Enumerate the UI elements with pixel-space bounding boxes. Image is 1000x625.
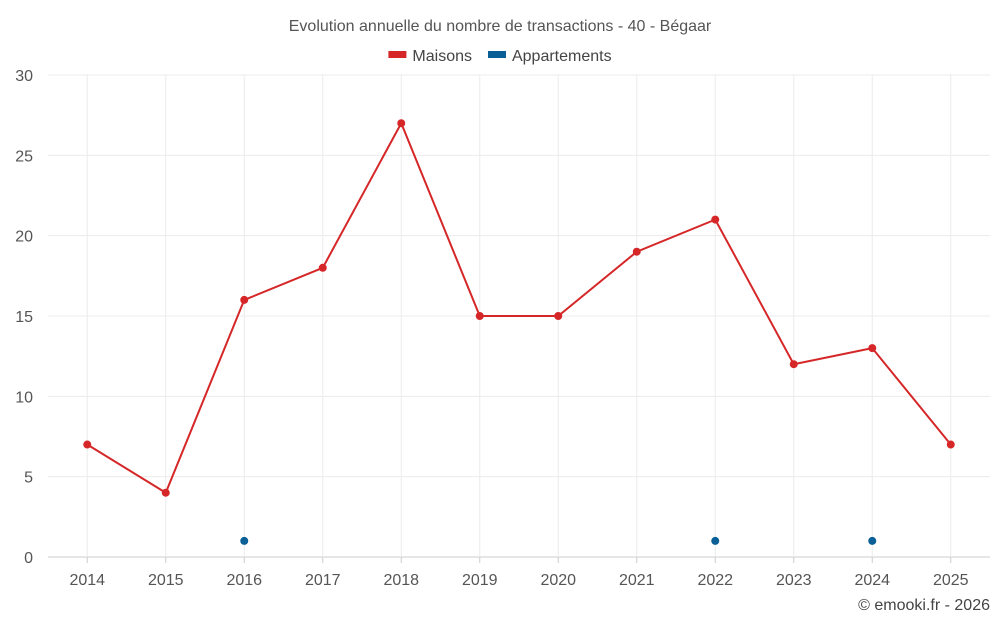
legend-label: Appartements [512,48,612,65]
series-appartements [240,536,877,545]
data-point[interactable] [789,360,798,369]
series [83,119,955,545]
y-tick-label: 20 [15,229,33,246]
data-point[interactable] [632,247,641,256]
x-tick-label: 2014 [69,572,105,589]
legend-swatch [487,51,506,58]
x-tick-label: 2017 [305,572,341,589]
data-point[interactable] [711,215,720,224]
y-tick-label: 5 [24,470,33,487]
data-point[interactable] [318,263,327,272]
data-point[interactable] [161,488,170,497]
legend-swatch [388,51,407,58]
x-tick-label: 2025 [933,572,969,589]
y-tick-label: 30 [15,68,33,85]
data-point[interactable] [475,312,484,320]
data-point[interactable] [868,344,877,353]
x-tick-label: 2021 [619,572,655,589]
data-point[interactable] [83,440,92,449]
y-tick-label: 10 [15,389,33,406]
x-tick-label: 2023 [776,572,812,589]
data-point[interactable] [240,295,249,304]
series-line [86,120,952,495]
chart-credit: © emooki.fr - 2026 [858,597,990,614]
data-point[interactable] [240,536,249,545]
x-tick-label: 2019 [462,572,498,589]
data-point[interactable] [868,536,877,545]
x-tick-label: 2024 [854,572,890,589]
chart-title: Evolution annuelle du nombre de transact… [289,18,712,35]
x-tick-label: 2015 [148,572,184,589]
data-point[interactable] [397,119,406,128]
x-tick-label: 2018 [383,572,419,589]
y-tick-label: 25 [15,148,33,165]
legend-label: Maisons [412,48,472,65]
data-point[interactable] [946,440,955,449]
y-tick-label: 0 [24,550,33,567]
x-tick-label: 2022 [697,572,733,589]
legend[interactable]: Maisons Appartements [388,48,612,65]
data-point[interactable] [711,536,720,545]
legend-item-appartements[interactable]: Appartements [487,48,612,65]
x-tick-label: 2020 [540,572,576,589]
legend-item-maisons[interactable]: Maisons [388,48,472,65]
x-tick-label: 2016 [226,572,262,589]
data-point[interactable] [554,312,563,320]
y-tick-label: 15 [15,309,33,326]
series-maisons [83,119,955,497]
